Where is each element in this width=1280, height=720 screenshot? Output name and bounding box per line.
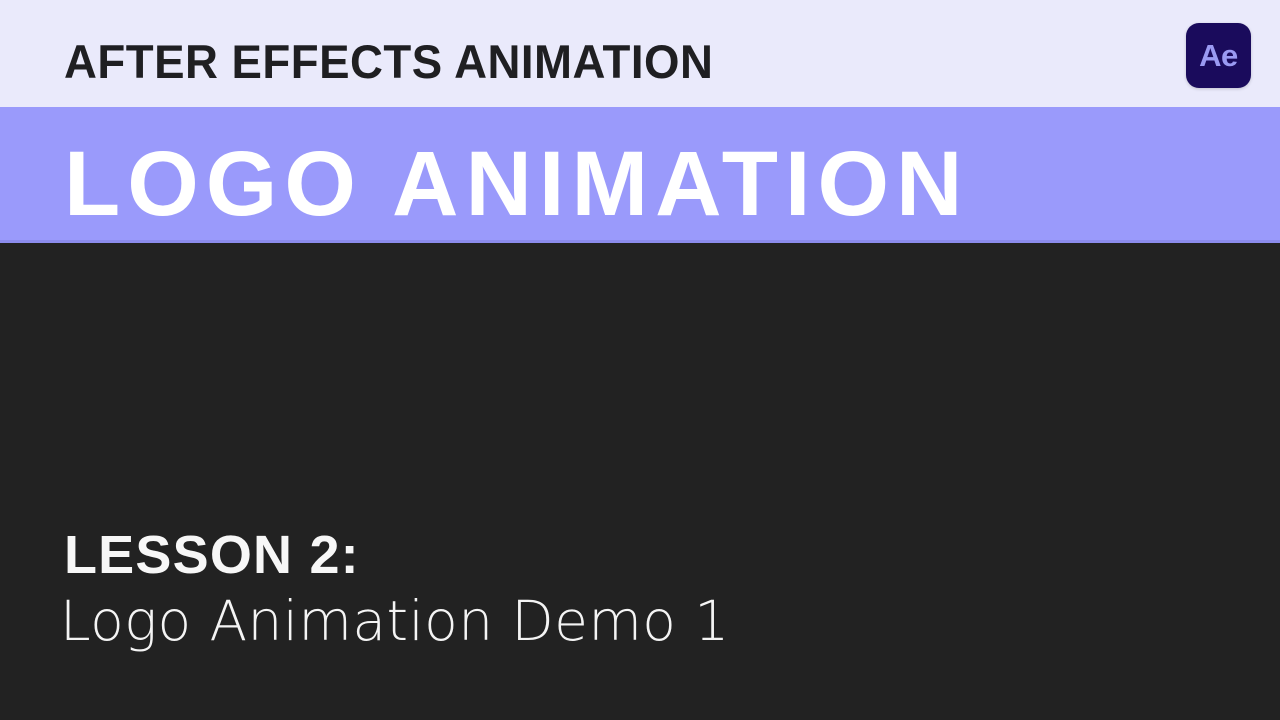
- header-band: AFTER EFFECTS ANIMATION Ae: [0, 0, 1280, 107]
- lesson-subtitle: Logo Animation Demo 1: [60, 589, 730, 653]
- page-title: AFTER EFFECTS ANIMATION: [64, 35, 714, 88]
- body-area: LESSON 2: Logo Animation Demo 1: [0, 243, 1280, 720]
- lesson-block: LESSON 2: Logo Animation Demo 1: [60, 525, 860, 653]
- after-effects-app-icon: Ae: [1186, 23, 1251, 88]
- title-band: [0, 107, 1280, 243]
- band-title: LOGO ANIMATION: [64, 133, 970, 235]
- after-effects-app-icon-label: Ae: [1199, 37, 1238, 73]
- title-band-bottom-edge: [0, 240, 1280, 243]
- lesson-label: LESSON 2:: [64, 525, 360, 585]
